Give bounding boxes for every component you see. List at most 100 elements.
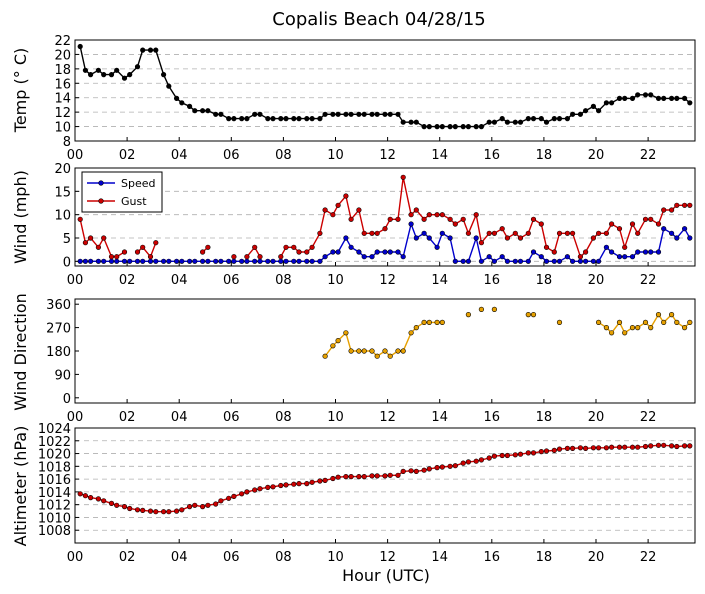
data-point bbox=[655, 442, 662, 448]
x-tick-label: 18 bbox=[536, 273, 553, 288]
data-point bbox=[200, 249, 206, 255]
data-point bbox=[642, 319, 649, 326]
data-point bbox=[335, 249, 341, 255]
data-point bbox=[387, 353, 393, 359]
x-tick-label: 20 bbox=[588, 273, 605, 288]
data-point bbox=[408, 221, 414, 227]
data-point bbox=[473, 458, 479, 464]
y-tick-label: 10 bbox=[54, 209, 71, 224]
x-tick-label: 16 bbox=[484, 410, 501, 425]
data-point bbox=[460, 216, 466, 222]
series-line bbox=[280, 177, 690, 258]
x-tick-label: 04 bbox=[171, 148, 188, 163]
data-point bbox=[343, 193, 349, 199]
x-tick-label: 12 bbox=[379, 273, 396, 288]
data-point bbox=[421, 319, 427, 326]
y-tick-label: 1016 bbox=[38, 473, 71, 488]
data-point bbox=[140, 244, 146, 250]
data-point bbox=[530, 249, 537, 255]
data-point bbox=[127, 258, 133, 264]
data-point bbox=[460, 123, 466, 130]
data-point bbox=[82, 493, 88, 499]
data-point bbox=[512, 452, 518, 458]
data-point bbox=[161, 509, 167, 515]
x-tick-label: 00 bbox=[67, 550, 84, 565]
data-point bbox=[200, 258, 206, 264]
data-point bbox=[525, 312, 531, 318]
data-point bbox=[278, 482, 284, 489]
data-point bbox=[200, 108, 206, 114]
data-point bbox=[434, 244, 440, 250]
data-point bbox=[408, 119, 414, 125]
data-point bbox=[309, 115, 315, 122]
data-point bbox=[147, 254, 154, 260]
data-point bbox=[465, 459, 472, 465]
data-point bbox=[452, 463, 458, 469]
y-tick-label: 8 bbox=[63, 135, 71, 150]
data-point bbox=[473, 212, 479, 218]
data-point bbox=[668, 95, 675, 101]
data-point bbox=[257, 486, 263, 492]
data-point bbox=[95, 67, 101, 73]
data-point bbox=[304, 249, 310, 255]
x-tick-label: 18 bbox=[536, 410, 553, 425]
data-point bbox=[569, 230, 576, 236]
data-point bbox=[486, 230, 492, 236]
data-point bbox=[439, 230, 445, 236]
data-point bbox=[87, 258, 94, 264]
data-point bbox=[140, 507, 146, 514]
data-point bbox=[447, 123, 453, 130]
y-tick-label: 1018 bbox=[38, 460, 71, 475]
x-axis-label: Hour (UTC) bbox=[342, 566, 430, 585]
data-point bbox=[434, 465, 440, 471]
data-point bbox=[622, 444, 628, 450]
data-point bbox=[478, 457, 485, 463]
data-point bbox=[369, 254, 375, 260]
data-point bbox=[226, 115, 232, 122]
data-point bbox=[369, 111, 375, 117]
x-tick-label: 02 bbox=[119, 273, 136, 288]
legend-label: Gust bbox=[121, 195, 147, 208]
data-point bbox=[356, 249, 362, 255]
data-point bbox=[322, 353, 328, 359]
data-point bbox=[174, 508, 180, 514]
data-point bbox=[179, 100, 185, 106]
data-point bbox=[348, 474, 354, 480]
panel-frame bbox=[74, 427, 696, 544]
series-alt-0 bbox=[77, 442, 693, 515]
data-point bbox=[304, 258, 310, 264]
data-point bbox=[304, 481, 310, 487]
data-point bbox=[687, 100, 693, 106]
data-point bbox=[426, 212, 432, 218]
data-point bbox=[374, 111, 380, 117]
data-point bbox=[87, 71, 94, 78]
y-axis-label-dir: Wind Direction bbox=[11, 293, 30, 411]
plot-area-alt bbox=[77, 442, 693, 515]
legend-box bbox=[81, 171, 163, 213]
data-point bbox=[348, 244, 354, 250]
data-point bbox=[309, 479, 315, 485]
x-tick-label: 14 bbox=[431, 550, 448, 565]
data-point bbox=[356, 348, 362, 354]
data-point bbox=[213, 258, 219, 264]
data-point bbox=[661, 95, 667, 101]
data-point bbox=[582, 249, 589, 255]
data-point bbox=[187, 103, 193, 109]
x-tick-label: 14 bbox=[431, 410, 448, 425]
data-point bbox=[590, 235, 597, 241]
data-point bbox=[564, 445, 571, 452]
x-tick-label: 02 bbox=[119, 410, 136, 425]
data-point bbox=[655, 312, 662, 318]
data-point bbox=[499, 254, 505, 260]
data-point bbox=[192, 108, 198, 114]
y-tick-label: 14 bbox=[54, 92, 71, 107]
x-tick-label: 12 bbox=[379, 148, 396, 163]
y-tick-label: 12 bbox=[54, 106, 71, 121]
data-point bbox=[231, 258, 237, 264]
x-tick-label: 16 bbox=[484, 550, 501, 565]
data-point bbox=[87, 495, 94, 501]
x-tick-label: 18 bbox=[536, 148, 553, 163]
data-point bbox=[82, 240, 88, 246]
x-tick-label: 06 bbox=[223, 410, 240, 425]
x-tick-label: 20 bbox=[588, 550, 605, 565]
